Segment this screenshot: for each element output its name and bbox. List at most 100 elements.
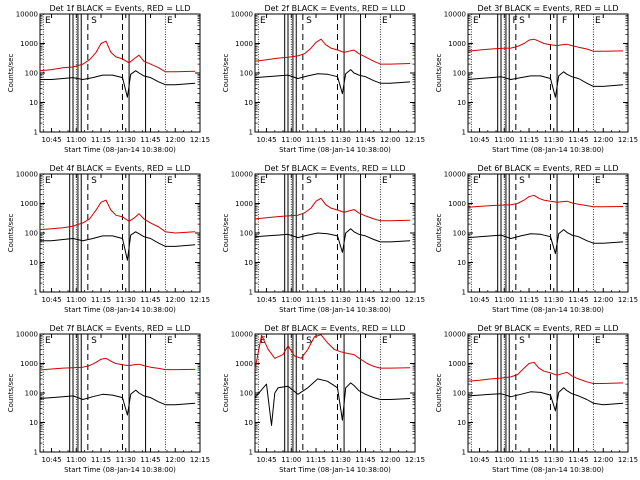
y-tick-label: 1000 (20, 40, 38, 48)
marker-letter: E (382, 16, 388, 26)
series-line-events (254, 228, 411, 253)
x-tick-label: 11:15 (91, 296, 111, 304)
y-tick-label: 10000 (231, 171, 253, 179)
x-tick-label: 10:45 (41, 136, 61, 144)
marker-letter: E (167, 16, 173, 26)
marker-letter: E (260, 16, 266, 26)
y-tick-label: 1 (462, 449, 466, 457)
x-tick-label: 12:00 (380, 136, 400, 144)
series-line-lld (467, 38, 624, 52)
x-tick-label: 11:00 (494, 136, 514, 144)
series-line-events (40, 231, 196, 261)
y-tick-label: 10 (244, 259, 253, 267)
x-tick-label: 11:15 (519, 456, 539, 464)
y-tick-label: 10 (29, 259, 38, 267)
y-tick-label: 100 (240, 230, 253, 238)
marker-letter: E (595, 176, 601, 186)
y-tick-label: 1 (462, 289, 466, 297)
marker-letter: E (382, 336, 388, 346)
y-tick-label: 1000 (235, 360, 253, 368)
y-tick-label: 1 (249, 449, 253, 457)
chart-panel-9: Det 9f BLACK = Events, RED = LLD Counts/s… (435, 324, 638, 474)
y-tick-label: 1000 (235, 40, 253, 48)
y-tick-label: 10 (457, 99, 466, 107)
x-tick-label: 11:30 (116, 456, 136, 464)
x-tick-label: 11:30 (544, 296, 564, 304)
y-tick-label: 1 (34, 289, 38, 297)
y-tick-label: 10000 (444, 331, 466, 339)
y-tick-label: 1000 (20, 360, 38, 368)
x-tick-label: 12:00 (593, 136, 613, 144)
series-line-lld (467, 361, 624, 384)
x-tick-label: 12:00 (593, 296, 613, 304)
x-tick-label: 11:45 (355, 136, 375, 144)
series-line-lld (39, 199, 196, 234)
x-tick-label: 11:30 (331, 296, 351, 304)
x-axis-label: Start Time (08-Jan-14 10:38:00) (64, 146, 176, 154)
marker-letter: F (513, 16, 518, 26)
y-tick-label: 1 (34, 449, 38, 457)
chart-panel-2: Det 2f BLACK = Events, RED = LLD Counts/s… (222, 4, 425, 154)
x-axis-label: Start Time (08-Jan-14 10:38:00) (279, 306, 391, 314)
x-tick-label: 12:00 (165, 456, 185, 464)
y-tick-label: 10 (457, 419, 466, 427)
marker-letter: E (473, 16, 479, 26)
chart-title: Det 4f BLACK = Events, RED = LLD (49, 164, 190, 173)
marker-letter: S (91, 176, 97, 186)
marker-letter: S (91, 336, 97, 346)
y-tick-label: 10000 (444, 11, 466, 19)
marker-letter: E (45, 336, 51, 346)
x-tick-label: 10:45 (256, 456, 276, 464)
chart-title: Det 1f BLACK = Events, RED = LLD (49, 4, 190, 13)
x-tick-label: 12:15 (405, 136, 425, 144)
x-tick-label: 12:15 (405, 456, 425, 464)
x-tick-label: 12:00 (593, 456, 613, 464)
marker-letter: S (306, 336, 312, 346)
x-tick-label: 10:45 (256, 296, 276, 304)
x-tick-label: 11:00 (281, 456, 301, 464)
series-line-events (40, 70, 196, 98)
plot-frame (254, 333, 416, 453)
series-line-events (467, 229, 624, 255)
y-axis-label: Counts/sec (7, 374, 15, 413)
chart-title: Det 6f BLACK = Events, RED = LLD (477, 164, 618, 173)
plot-frame (467, 333, 629, 453)
series-line-events (254, 378, 411, 426)
marker-letter: E (595, 336, 601, 346)
y-axis-label: Counts/sec (222, 214, 230, 253)
x-tick-label: 11:45 (355, 456, 375, 464)
chart-title: Det 9f BLACK = Events, RED = LLD (477, 324, 618, 333)
y-tick-label: 100 (240, 390, 253, 398)
marker-letter: E (167, 176, 173, 186)
plot-frame (39, 333, 201, 453)
y-axis-label: Counts/sec (7, 54, 15, 93)
x-tick-label: 10:45 (41, 456, 61, 464)
series-line-events (39, 389, 196, 416)
plot-frame (467, 173, 629, 293)
plot-frame (39, 13, 201, 133)
series-line-events (254, 69, 411, 95)
x-tick-label: 11:00 (66, 296, 86, 304)
y-tick-label: 1 (249, 289, 253, 297)
y-axis-label: Counts/sec (222, 374, 230, 413)
x-tick-label: 12:00 (380, 296, 400, 304)
x-axis-label: Start Time (08-Jan-14 10:38:00) (492, 306, 604, 314)
plot-frame (467, 13, 629, 133)
x-tick-label: 11:30 (116, 296, 136, 304)
x-axis-label: Start Time (08-Jan-14 10:38:00) (279, 146, 391, 154)
series-line-lld (254, 38, 411, 65)
y-tick-label: 100 (25, 390, 38, 398)
series-line-lld (39, 357, 196, 371)
chart-panel-7: Det 7f BLACK = Events, RED = LLD Counts/s… (7, 324, 210, 474)
marker-letter: E (382, 176, 388, 186)
marker-letter: E (473, 176, 479, 186)
x-tick-label: 12:15 (190, 296, 210, 304)
marker-letter: S (306, 16, 312, 26)
x-axis-label: Start Time (08-Jan-14 10:38:00) (64, 466, 176, 474)
y-tick-label: 10 (29, 419, 38, 427)
x-tick-label: 11:15 (519, 296, 539, 304)
y-tick-label: 1 (462, 129, 466, 137)
x-tick-label: 11:45 (568, 296, 588, 304)
marker-letter: E (260, 336, 266, 346)
